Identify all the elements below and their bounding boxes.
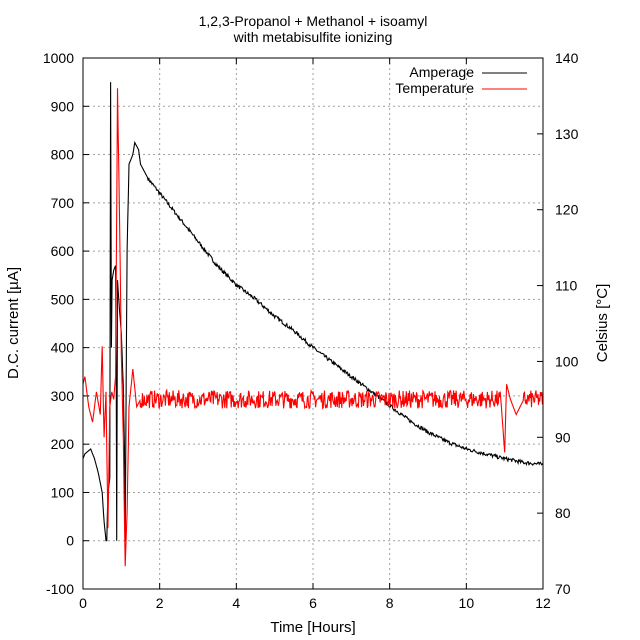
- chart-subtitle: with metabisulfite ionizing: [233, 29, 393, 45]
- series-line-temperature: [82, 88, 544, 567]
- y-tick-label: 700: [51, 195, 75, 211]
- y2-tick-label: 80: [555, 505, 571, 521]
- y-tick-label: 400: [51, 340, 75, 356]
- y2-tick-label: 140: [555, 50, 579, 66]
- series-line-amperage: [82, 82, 544, 542]
- chart-title: 1,2,3-Propanol + Methanol + isoamyl: [199, 13, 428, 29]
- y-tick-label: 900: [51, 98, 75, 114]
- x-tick-label: 2: [156, 595, 164, 611]
- y-tick-label: 300: [51, 388, 75, 404]
- y2-tick-label: 90: [555, 429, 571, 445]
- x-axis-label: Time [Hours]: [270, 619, 355, 636]
- y-tick-label: 600: [51, 243, 75, 259]
- x-tick-label: 4: [232, 595, 240, 611]
- legend: Amperage Temperature: [395, 64, 527, 96]
- x-tick-label: 8: [386, 595, 394, 611]
- y-tick-label: 1000: [43, 50, 74, 66]
- y-tick-label: 100: [51, 484, 75, 500]
- y2-axis-label: Celsius [°C]: [594, 284, 611, 363]
- x-tick-label: 6: [309, 595, 317, 611]
- y-tick-label: 0: [66, 533, 74, 549]
- x-tick-label: 12: [535, 595, 551, 611]
- x-tick-label: 0: [79, 595, 87, 611]
- y2-tick-label: 70: [555, 581, 571, 597]
- y2-tick-label: 100: [555, 353, 579, 369]
- y-tick-label: 800: [51, 147, 75, 163]
- x-tick-label: 10: [459, 595, 475, 611]
- y-tick-label: -100: [46, 581, 74, 597]
- y-tick-label: 500: [51, 291, 75, 307]
- y2-tick-label: 110: [555, 278, 578, 294]
- legend-label-temperature: Temperature: [395, 80, 474, 96]
- y2-tick-label: 120: [555, 202, 579, 218]
- y-axis-label: D.C. current [µA]: [5, 267, 22, 379]
- y-tick-label: 200: [51, 436, 75, 452]
- y2-tick-label: 130: [555, 126, 579, 142]
- plot-frame: [82, 57, 544, 590]
- legend-label-amperage: Amperage: [409, 64, 474, 80]
